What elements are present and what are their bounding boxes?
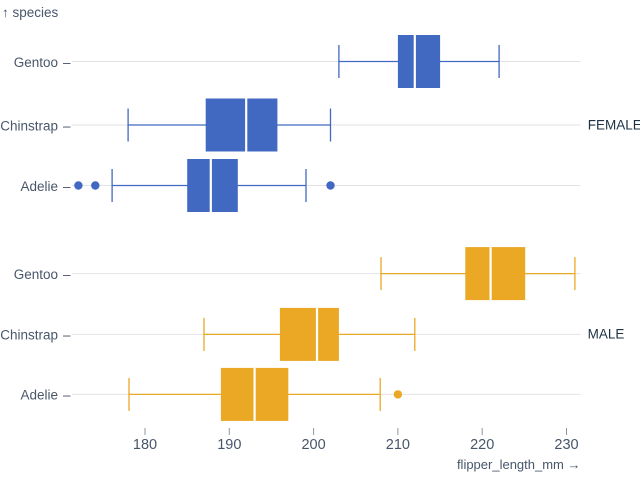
- svg-text:190: 190: [217, 437, 241, 453]
- svg-text:Adelie: Adelie: [20, 179, 58, 194]
- svg-text:180: 180: [133, 437, 157, 453]
- svg-text:↑ species: ↑ species: [2, 5, 59, 20]
- svg-text:MALE: MALE: [588, 327, 625, 342]
- svg-text:FEMALE: FEMALE: [588, 118, 640, 133]
- svg-text:210: 210: [386, 437, 410, 453]
- svg-text:Adelie: Adelie: [20, 388, 58, 403]
- svg-text:200: 200: [301, 437, 325, 453]
- svg-text:–: –: [63, 179, 71, 194]
- svg-text:–: –: [63, 55, 71, 70]
- svg-text:–: –: [63, 388, 71, 403]
- svg-text:230: 230: [554, 437, 578, 453]
- svg-text:Gentoo: Gentoo: [14, 267, 58, 282]
- svg-text:flipper_length_mm →: flipper_length_mm →: [457, 457, 581, 472]
- svg-text:Gentoo: Gentoo: [14, 55, 58, 70]
- svg-text:220: 220: [470, 437, 494, 453]
- svg-text:Chinstrap: Chinstrap: [0, 118, 58, 133]
- svg-text:–: –: [63, 118, 71, 133]
- svg-text:–: –: [63, 267, 71, 282]
- svg-text:–: –: [63, 328, 71, 343]
- svg-text:Chinstrap: Chinstrap: [0, 328, 58, 343]
